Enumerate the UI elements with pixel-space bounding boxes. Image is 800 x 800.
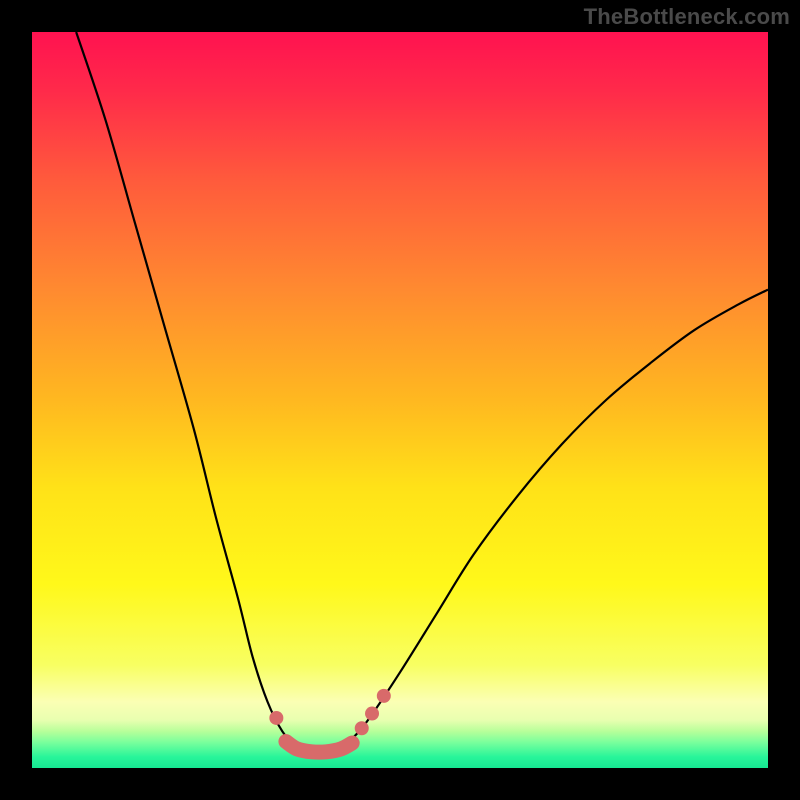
bottleneck-curve-chart [0, 0, 800, 800]
chart-background [32, 32, 768, 768]
curve-marker [269, 711, 283, 725]
watermark-text: TheBottleneck.com [584, 4, 790, 30]
chart-frame: TheBottleneck.com [0, 0, 800, 800]
curve-marker [355, 721, 369, 735]
curve-marker [377, 689, 391, 703]
curve-marker [365, 707, 379, 721]
